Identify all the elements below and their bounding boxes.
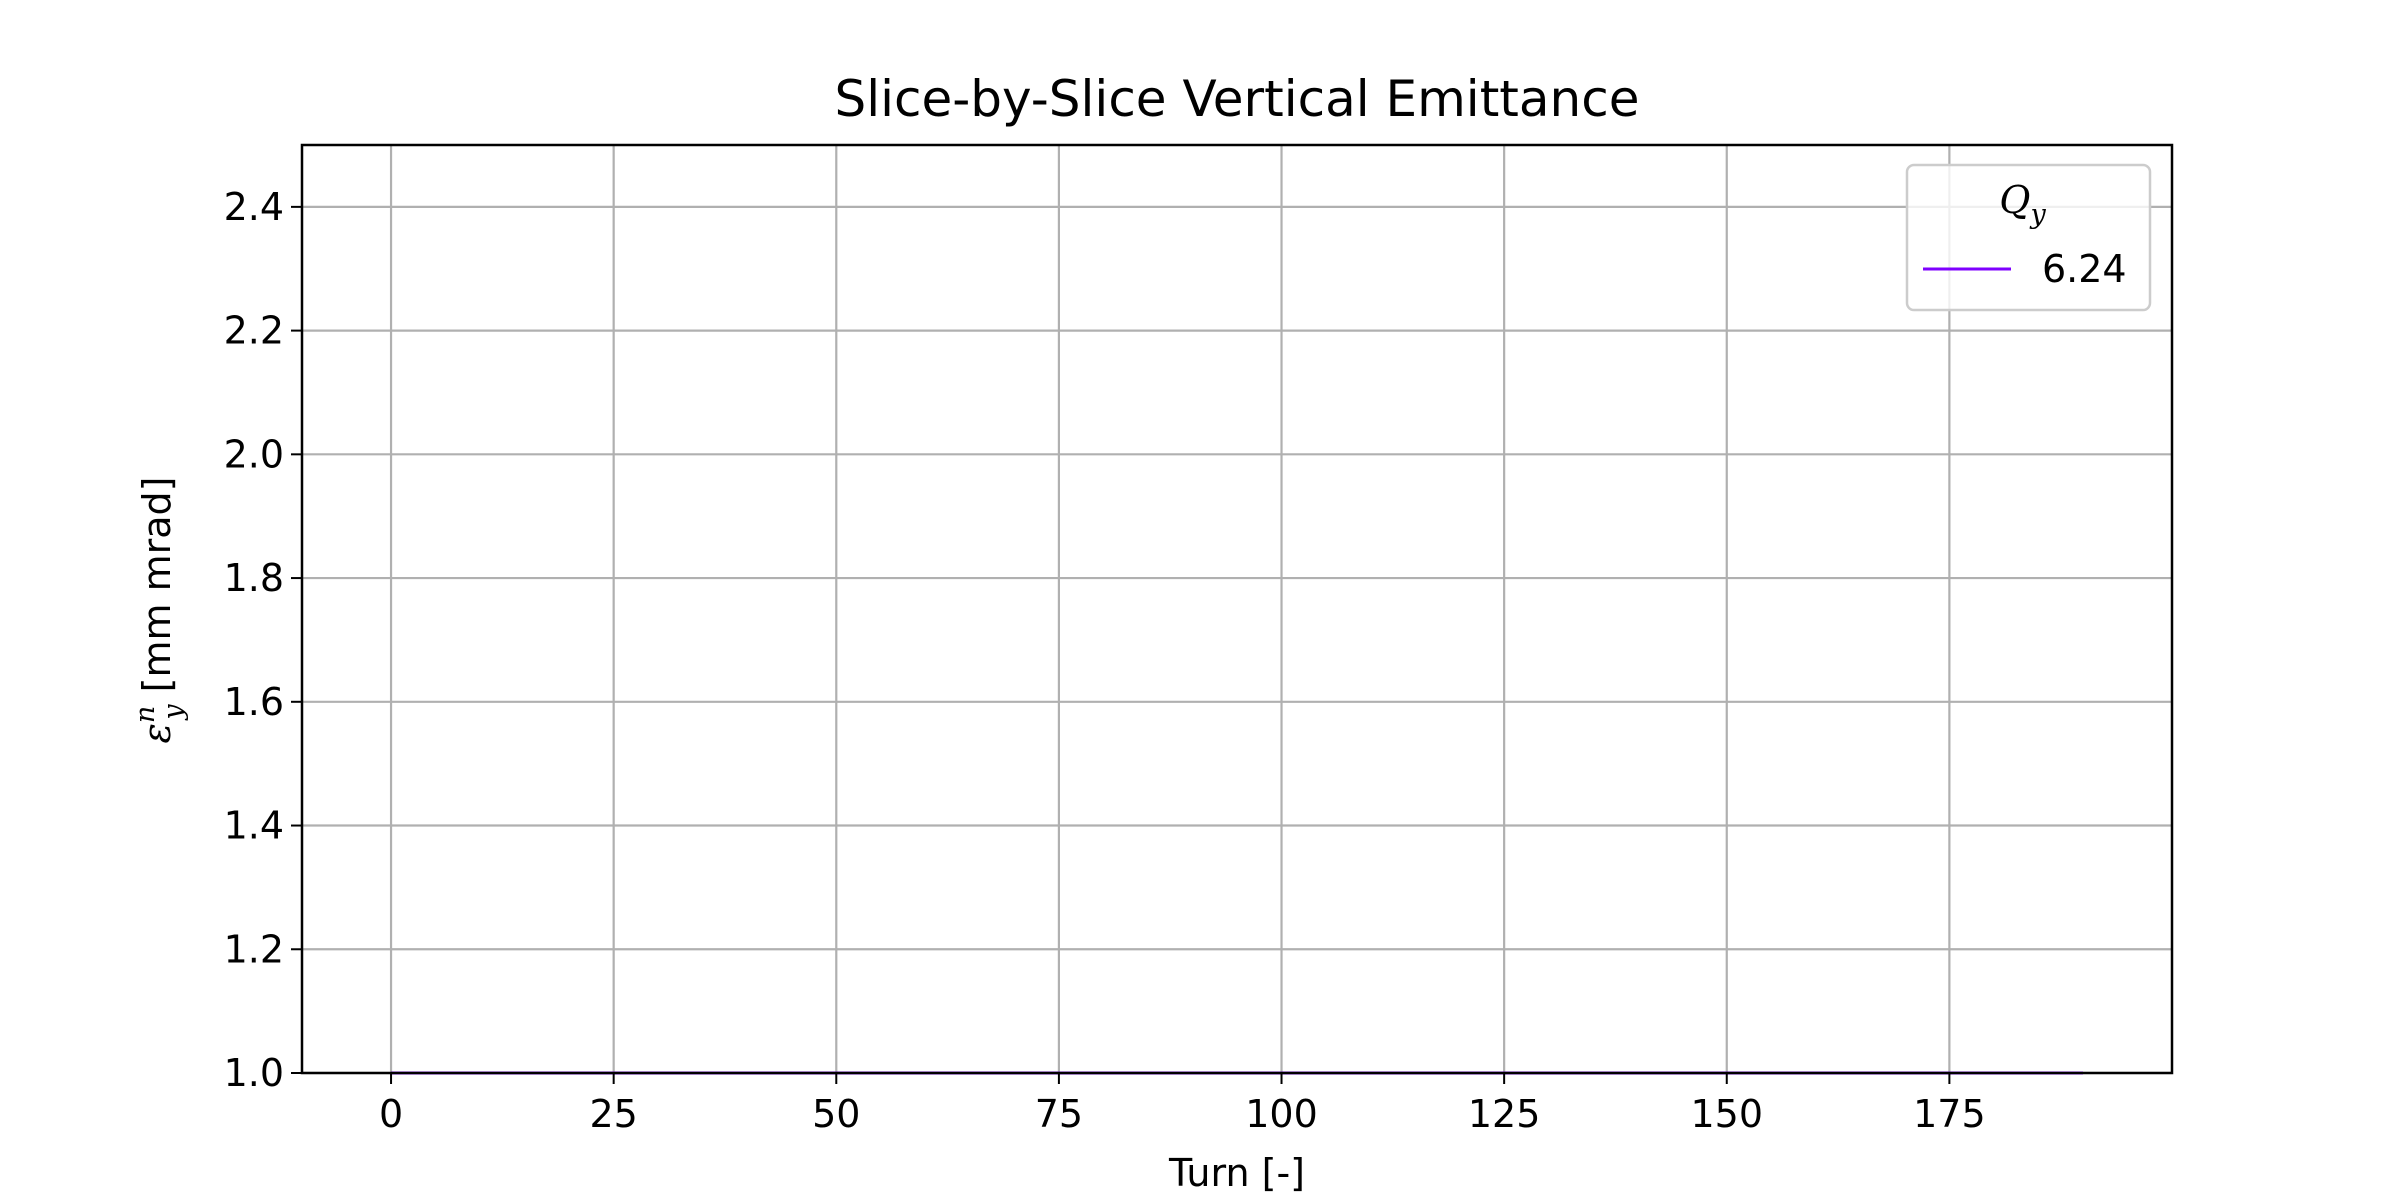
x-tick-label: 100 (1245, 1092, 1318, 1136)
y-tick-label: 2.0 (224, 432, 284, 476)
y-tick-label: 2.2 (224, 309, 284, 353)
legend-box (1905, 163, 2152, 312)
y-tick-label: 1.8 (224, 556, 284, 600)
y-tick-label: 2.4 (224, 185, 284, 229)
x-tick-label: 0 (379, 1092, 403, 1136)
y-tick-label: 1.2 (224, 927, 284, 971)
x-tick-label: 25 (589, 1092, 637, 1136)
legend-title: Qy (1999, 178, 2046, 230)
plot-frame (300, 143, 2174, 1075)
x-tick-label: 125 (1468, 1092, 1541, 1136)
y-tick-label: 1.4 (224, 804, 284, 848)
legend-entry: 6.24 (2042, 247, 2127, 291)
chart-title: Slice-by-Slice Vertical Emittance (834, 70, 1639, 128)
x-tick-label: 175 (1913, 1092, 1986, 1136)
x-tick-label: 75 (1035, 1092, 1083, 1136)
y-axis-label: εny [mm mrad] (130, 477, 189, 744)
y-tick-label: 1.6 (224, 680, 284, 724)
x-axis-label: Turn [-] (1168, 1151, 1305, 1195)
x-tick-label: 150 (1690, 1092, 1763, 1136)
x-tick-label: 50 (812, 1092, 860, 1136)
y-tick-label: 1.0 (224, 1051, 284, 1095)
